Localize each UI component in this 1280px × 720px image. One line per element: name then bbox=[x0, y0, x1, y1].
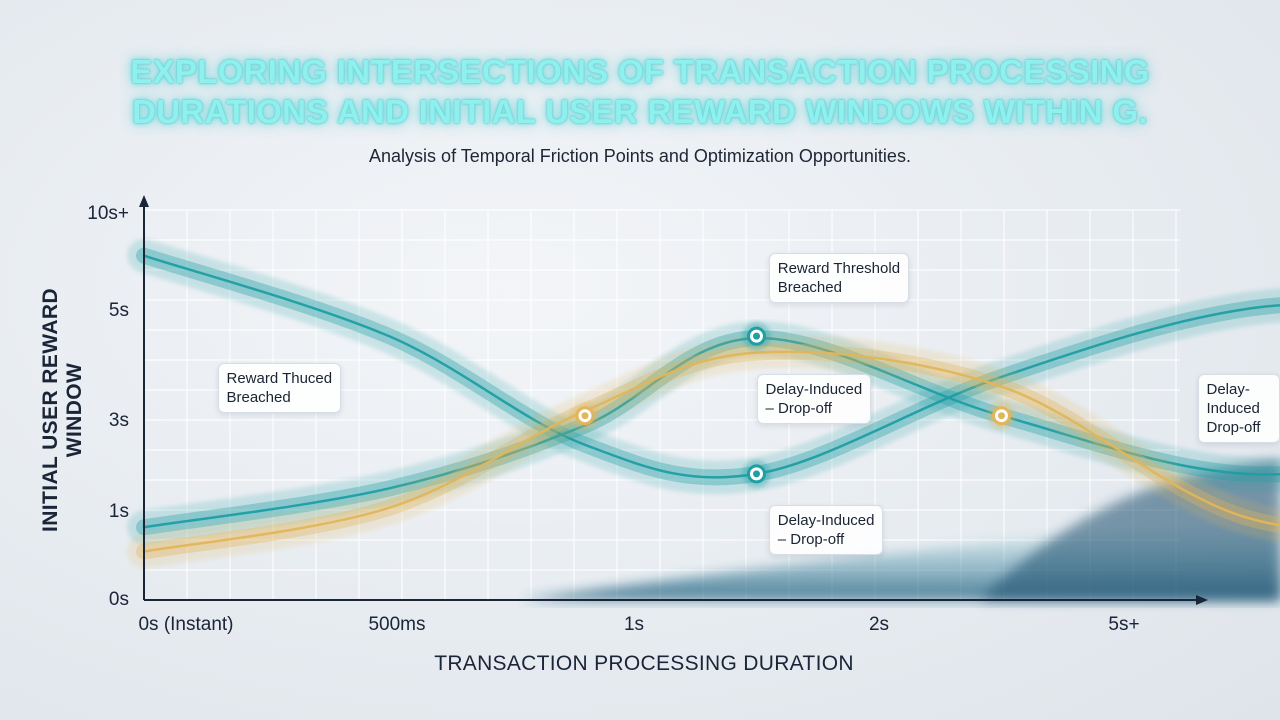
y-axis-label: INITIAL USER REWARD WINDOW bbox=[39, 287, 86, 533]
y-tick-label: 1s bbox=[109, 501, 129, 522]
intersection-marker-core bbox=[581, 412, 589, 420]
x-tick-label: 0s (Instant) bbox=[138, 614, 233, 635]
x-axis-arrow bbox=[1196, 595, 1208, 605]
chart-title-line-2: DURATIONS AND INITIAL USER REWARD WINDOW… bbox=[132, 93, 1148, 130]
y-tick-label: 0s bbox=[109, 589, 129, 610]
annotation-callout: Delay-Induced Drop-off bbox=[1197, 374, 1280, 444]
tick-labels: 0s (Instant) 500ms 1s 2s 5s+ 0s 1s 3s 5s 10s+ bbox=[87, 203, 1139, 635]
intersection-marker-core bbox=[753, 332, 760, 340]
y-axis-arrow bbox=[139, 195, 149, 207]
chart-subtitle: Analysis of Temporal Friction Points and… bbox=[369, 146, 911, 166]
axes bbox=[139, 195, 1208, 605]
x-axis-label: TRANSACTION PROCESSING DURATION bbox=[434, 652, 854, 675]
y-tick-label: 5s bbox=[109, 300, 129, 321]
x-tick-label: 2s bbox=[869, 614, 889, 635]
chart-title-line-1: EXPLORING INTERSECTIONS OF TRANSACTION P… bbox=[130, 53, 1150, 90]
y-tick-label: 10s+ bbox=[87, 203, 129, 224]
annotation-callout: Delay-Induced – Drop-off bbox=[768, 505, 884, 556]
series-line bbox=[142, 350, 1280, 553]
intersection-marker-core bbox=[998, 412, 1005, 420]
intersection-marker-core bbox=[753, 470, 760, 478]
x-tick-label: 500ms bbox=[368, 614, 425, 635]
x-tick-label: 5s+ bbox=[1108, 614, 1139, 635]
annotation-callout: Reward Thuced Breached bbox=[217, 362, 342, 413]
annotation-callout: Reward Threshold Breached bbox=[768, 253, 910, 304]
chart-title: EXPLORING INTERSECTIONS OF TRANSACTION P… bbox=[0, 52, 1280, 132]
y-tick-label: 3s bbox=[109, 410, 129, 431]
x-tick-label: 1s bbox=[624, 614, 644, 635]
annotation-callout: Delay-Induced – Drop-off bbox=[756, 374, 872, 425]
marker-layer bbox=[571, 322, 1016, 488]
